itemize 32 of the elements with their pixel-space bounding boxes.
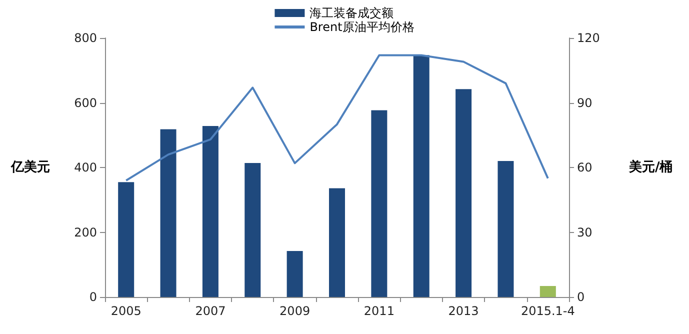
bar — [202, 126, 218, 297]
bar — [413, 55, 430, 297]
y2-tick-label: 90 — [577, 96, 592, 110]
y-tick-label: 400 — [74, 160, 97, 174]
x-tick-label: 2005 — [110, 304, 142, 318]
y2-tick-label: 0 — [577, 290, 585, 304]
line-series — [125, 54, 549, 182]
y2-tick-label: 60 — [577, 160, 592, 174]
bar — [498, 161, 514, 297]
y2-axis-title: 美元/桶 — [628, 159, 673, 175]
bar — [456, 89, 472, 297]
y2-tick-label: 120 — [577, 31, 600, 45]
x-tick-label: 2015.1-4 — [520, 304, 575, 318]
bar — [118, 182, 134, 297]
y2-tick-label: 30 — [577, 225, 592, 240]
x-tick-label: 2013 — [448, 304, 479, 318]
bar — [244, 162, 261, 297]
x-tick-label: 2009 — [280, 304, 310, 318]
bar — [329, 188, 345, 297]
x-tick-label: 2007 — [195, 304, 226, 318]
y-axis-title: 亿美元 — [10, 159, 50, 175]
bar — [371, 110, 388, 297]
x-tick-label: 2011 — [364, 304, 394, 318]
y-tick-label: 0 — [89, 290, 97, 304]
y-tick-label: 200 — [74, 225, 97, 240]
bar — [286, 251, 303, 297]
bar — [160, 129, 176, 297]
legend-label: 海工装备成交额 — [310, 6, 394, 20]
y-tick-label: 800 — [74, 31, 97, 45]
bar — [540, 286, 556, 297]
y-tick-label: 600 — [74, 96, 97, 110]
legend-label: Brent原油平均价格 — [310, 20, 414, 34]
